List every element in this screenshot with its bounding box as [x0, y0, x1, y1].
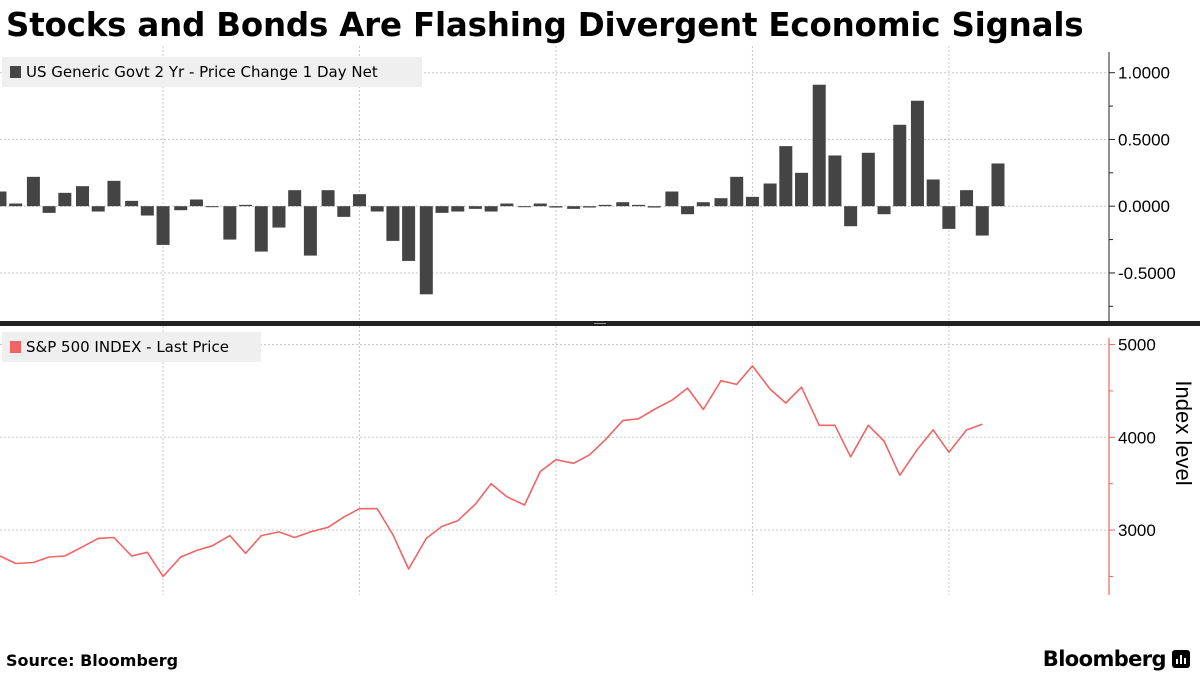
bar — [43, 206, 56, 213]
top-panel-y-tick-label: 0.0000 — [1118, 197, 1170, 216]
line-legend-label: S&P 500 INDEX - Last Price — [26, 338, 229, 356]
bar — [125, 201, 138, 206]
bar-chart-icon — [1172, 650, 1190, 668]
bar — [157, 206, 170, 245]
line-legend-swatch — [10, 341, 21, 353]
bar — [420, 206, 433, 294]
brand-wordmark: Bloomberg — [1043, 647, 1166, 671]
bar — [190, 200, 203, 207]
bottom-panel-y-tick-label: 5000 — [1118, 336, 1156, 355]
bottom-panel-y-tick-label: 4000 — [1118, 428, 1156, 447]
bar — [795, 173, 808, 206]
bar — [272, 206, 285, 227]
bar — [371, 206, 384, 211]
bar — [288, 190, 301, 206]
bottom-panel-y-tick-label: 3000 — [1118, 521, 1156, 540]
bar — [534, 204, 547, 207]
bar — [322, 190, 335, 206]
bar — [206, 206, 219, 207]
bar — [893, 125, 906, 206]
chart-area: 1.0000 0.5000 0.0000 -0.5000 5000 4000 3000 Ind… — [0, 0, 1200, 645]
bar — [648, 206, 661, 207]
bar — [141, 206, 154, 215]
bar — [223, 206, 236, 239]
bar — [599, 205, 612, 206]
bar — [632, 205, 645, 206]
bar — [697, 202, 710, 206]
bar — [862, 153, 875, 206]
bar — [942, 206, 955, 229]
bar — [976, 206, 989, 235]
bar — [485, 206, 498, 211]
bar — [779, 146, 792, 206]
bar — [337, 206, 350, 217]
bar — [239, 205, 252, 206]
bar — [500, 204, 513, 207]
bar — [991, 163, 1004, 206]
bar — [255, 206, 268, 251]
bar — [616, 202, 629, 206]
bar — [76, 186, 89, 206]
bar — [402, 206, 415, 261]
bar — [92, 206, 105, 211]
bar — [813, 85, 826, 206]
bar — [58, 193, 71, 206]
bar — [386, 206, 399, 241]
bar — [583, 206, 596, 207]
bar — [681, 206, 694, 214]
bar — [665, 192, 678, 207]
bar — [469, 206, 482, 209]
bar — [0, 192, 7, 207]
bar — [436, 206, 449, 213]
bar — [746, 197, 759, 206]
bar — [714, 198, 727, 206]
bar — [844, 206, 857, 226]
bar — [549, 206, 562, 207]
bar — [764, 184, 777, 207]
bar — [518, 206, 531, 207]
source-note: Source: Bloomberg — [6, 651, 178, 670]
y-axis-title: Index level — [1171, 380, 1196, 485]
sp500-line — [0, 366, 982, 577]
bar — [451, 206, 464, 211]
bar — [9, 204, 22, 207]
bar — [730, 177, 743, 206]
bar-legend-swatch — [10, 66, 21, 78]
bar — [353, 194, 366, 206]
bar — [878, 206, 891, 214]
bar — [960, 190, 973, 206]
bar — [567, 206, 580, 209]
bar — [174, 206, 187, 210]
bar — [27, 177, 40, 206]
bar — [828, 155, 841, 206]
bloomberg-logo: Bloomberg — [1043, 645, 1190, 673]
top-panel-y-tick-label: -0.5000 — [1118, 264, 1176, 283]
bar — [304, 206, 317, 255]
top-panel-y-tick-label: 1.0000 — [1118, 64, 1170, 83]
bar — [107, 181, 120, 206]
bar — [911, 101, 924, 206]
top-panel-y-tick-label: 0.5000 — [1118, 130, 1170, 149]
bar — [927, 179, 940, 206]
bar-legend-label: US Generic Govt 2 Yr - Price Change 1 Da… — [26, 63, 378, 81]
